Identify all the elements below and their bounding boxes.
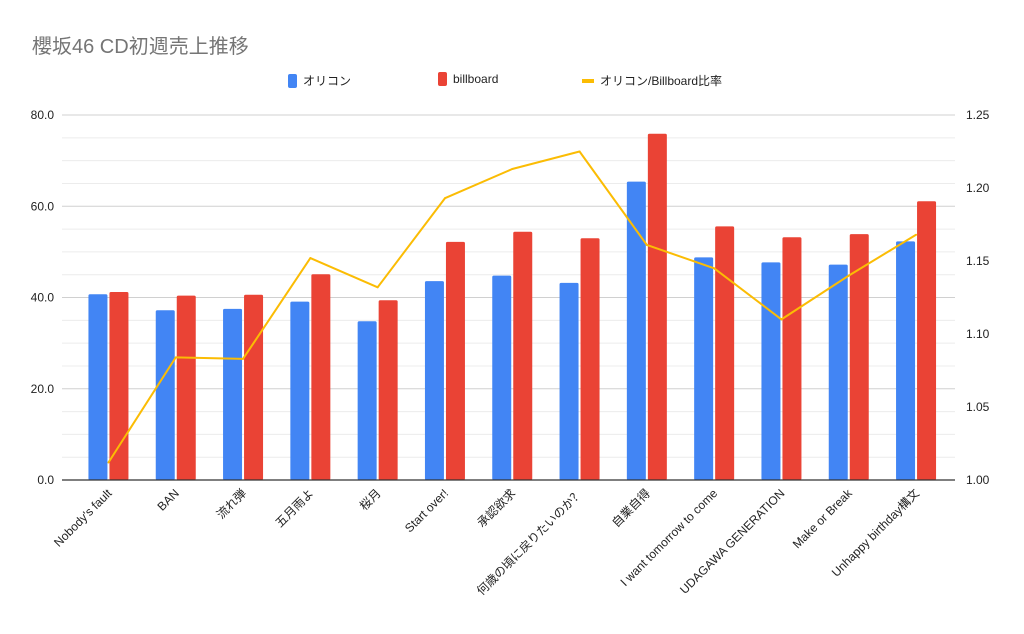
right-axis-tick: 1.05 [966, 400, 990, 414]
bar-billboard [715, 226, 735, 480]
bar-oricon [290, 301, 310, 480]
legend-label: billboard [453, 72, 499, 86]
bar-billboard [849, 234, 869, 480]
left-axis-tick: 0.0 [37, 473, 54, 487]
ratio-point [578, 150, 581, 153]
ratio-point [443, 197, 446, 200]
ratio-point [309, 257, 312, 260]
right-axis-tick: 1.10 [966, 327, 990, 341]
x-axis-tick: BAN [155, 486, 182, 513]
bar-billboard [917, 201, 937, 480]
x-axis-tick: 承認欲求 [474, 486, 519, 531]
right-axis-tick: 1.15 [966, 254, 990, 268]
bar-billboard [647, 133, 667, 481]
legend-item-oricon[interactable]: オリコン [288, 72, 351, 89]
left-axis-tick: 40.0 [31, 291, 55, 305]
legend-label: オリコン [303, 74, 352, 88]
bar-oricon [424, 281, 444, 480]
ratio-point [511, 168, 514, 171]
bar-oricon [761, 262, 781, 480]
chart-title: 櫻坂46 CD初週売上推移 [32, 36, 249, 58]
left-axis-tick: 80.0 [31, 108, 55, 122]
ratio-point [780, 318, 783, 321]
ratio-point [174, 356, 177, 359]
left-axis-tick: 60.0 [31, 199, 55, 213]
bar-oricon [559, 282, 579, 480]
bar-oricon [223, 308, 243, 480]
right-axis-tick: 1.20 [966, 181, 990, 195]
x-axis-tick: 自業自得 [608, 486, 653, 531]
bar-oricon [626, 181, 646, 481]
x-axis-tick: Make or Break [790, 486, 856, 552]
bar-oricon [492, 275, 512, 480]
x-axis-tick: 流れ弾 [214, 486, 249, 521]
bar-billboard [782, 237, 802, 480]
bar-billboard [580, 238, 600, 480]
bar-oricon [88, 294, 108, 480]
ratio-point [713, 267, 716, 270]
legend-label: オリコン/Billboard比率 [600, 74, 723, 88]
x-axis-tick: Start over! [402, 486, 451, 535]
bar-billboard [176, 295, 196, 480]
bar-oricon [155, 310, 175, 480]
bar-billboard [311, 274, 331, 480]
bar-oricon [694, 257, 714, 480]
ratio-point [847, 274, 850, 277]
ratio-point [107, 461, 110, 464]
legend-item-ratio[interactable]: オリコン/Billboard比率 [582, 72, 722, 89]
left-axis-tick: 20.0 [31, 382, 55, 396]
ratio-point [242, 357, 245, 360]
ratio-point [376, 286, 379, 289]
bar-oricon [896, 241, 916, 480]
ratio-point [915, 233, 918, 236]
right-axis-tick: 1.25 [966, 108, 990, 122]
ratio-point [645, 243, 648, 246]
legend-item-billboard[interactable]: billboard [438, 72, 498, 86]
bar-oricon [357, 321, 377, 480]
right-axis-tick: 1.00 [966, 473, 990, 487]
legend-swatch [582, 78, 594, 83]
legend-swatch [438, 72, 447, 86]
bar-billboard [109, 292, 129, 480]
bar-billboard [378, 300, 398, 480]
legend-swatch [288, 73, 297, 88]
bar-billboard [513, 231, 533, 480]
bar-billboard [244, 294, 264, 480]
bar-billboard [445, 241, 465, 480]
x-axis-tick: Nobody's fault [51, 486, 115, 550]
x-axis-tick: 桜月 [357, 486, 384, 513]
bar-oricon [828, 264, 848, 480]
x-axis-tick: 五月雨よ [273, 486, 317, 530]
